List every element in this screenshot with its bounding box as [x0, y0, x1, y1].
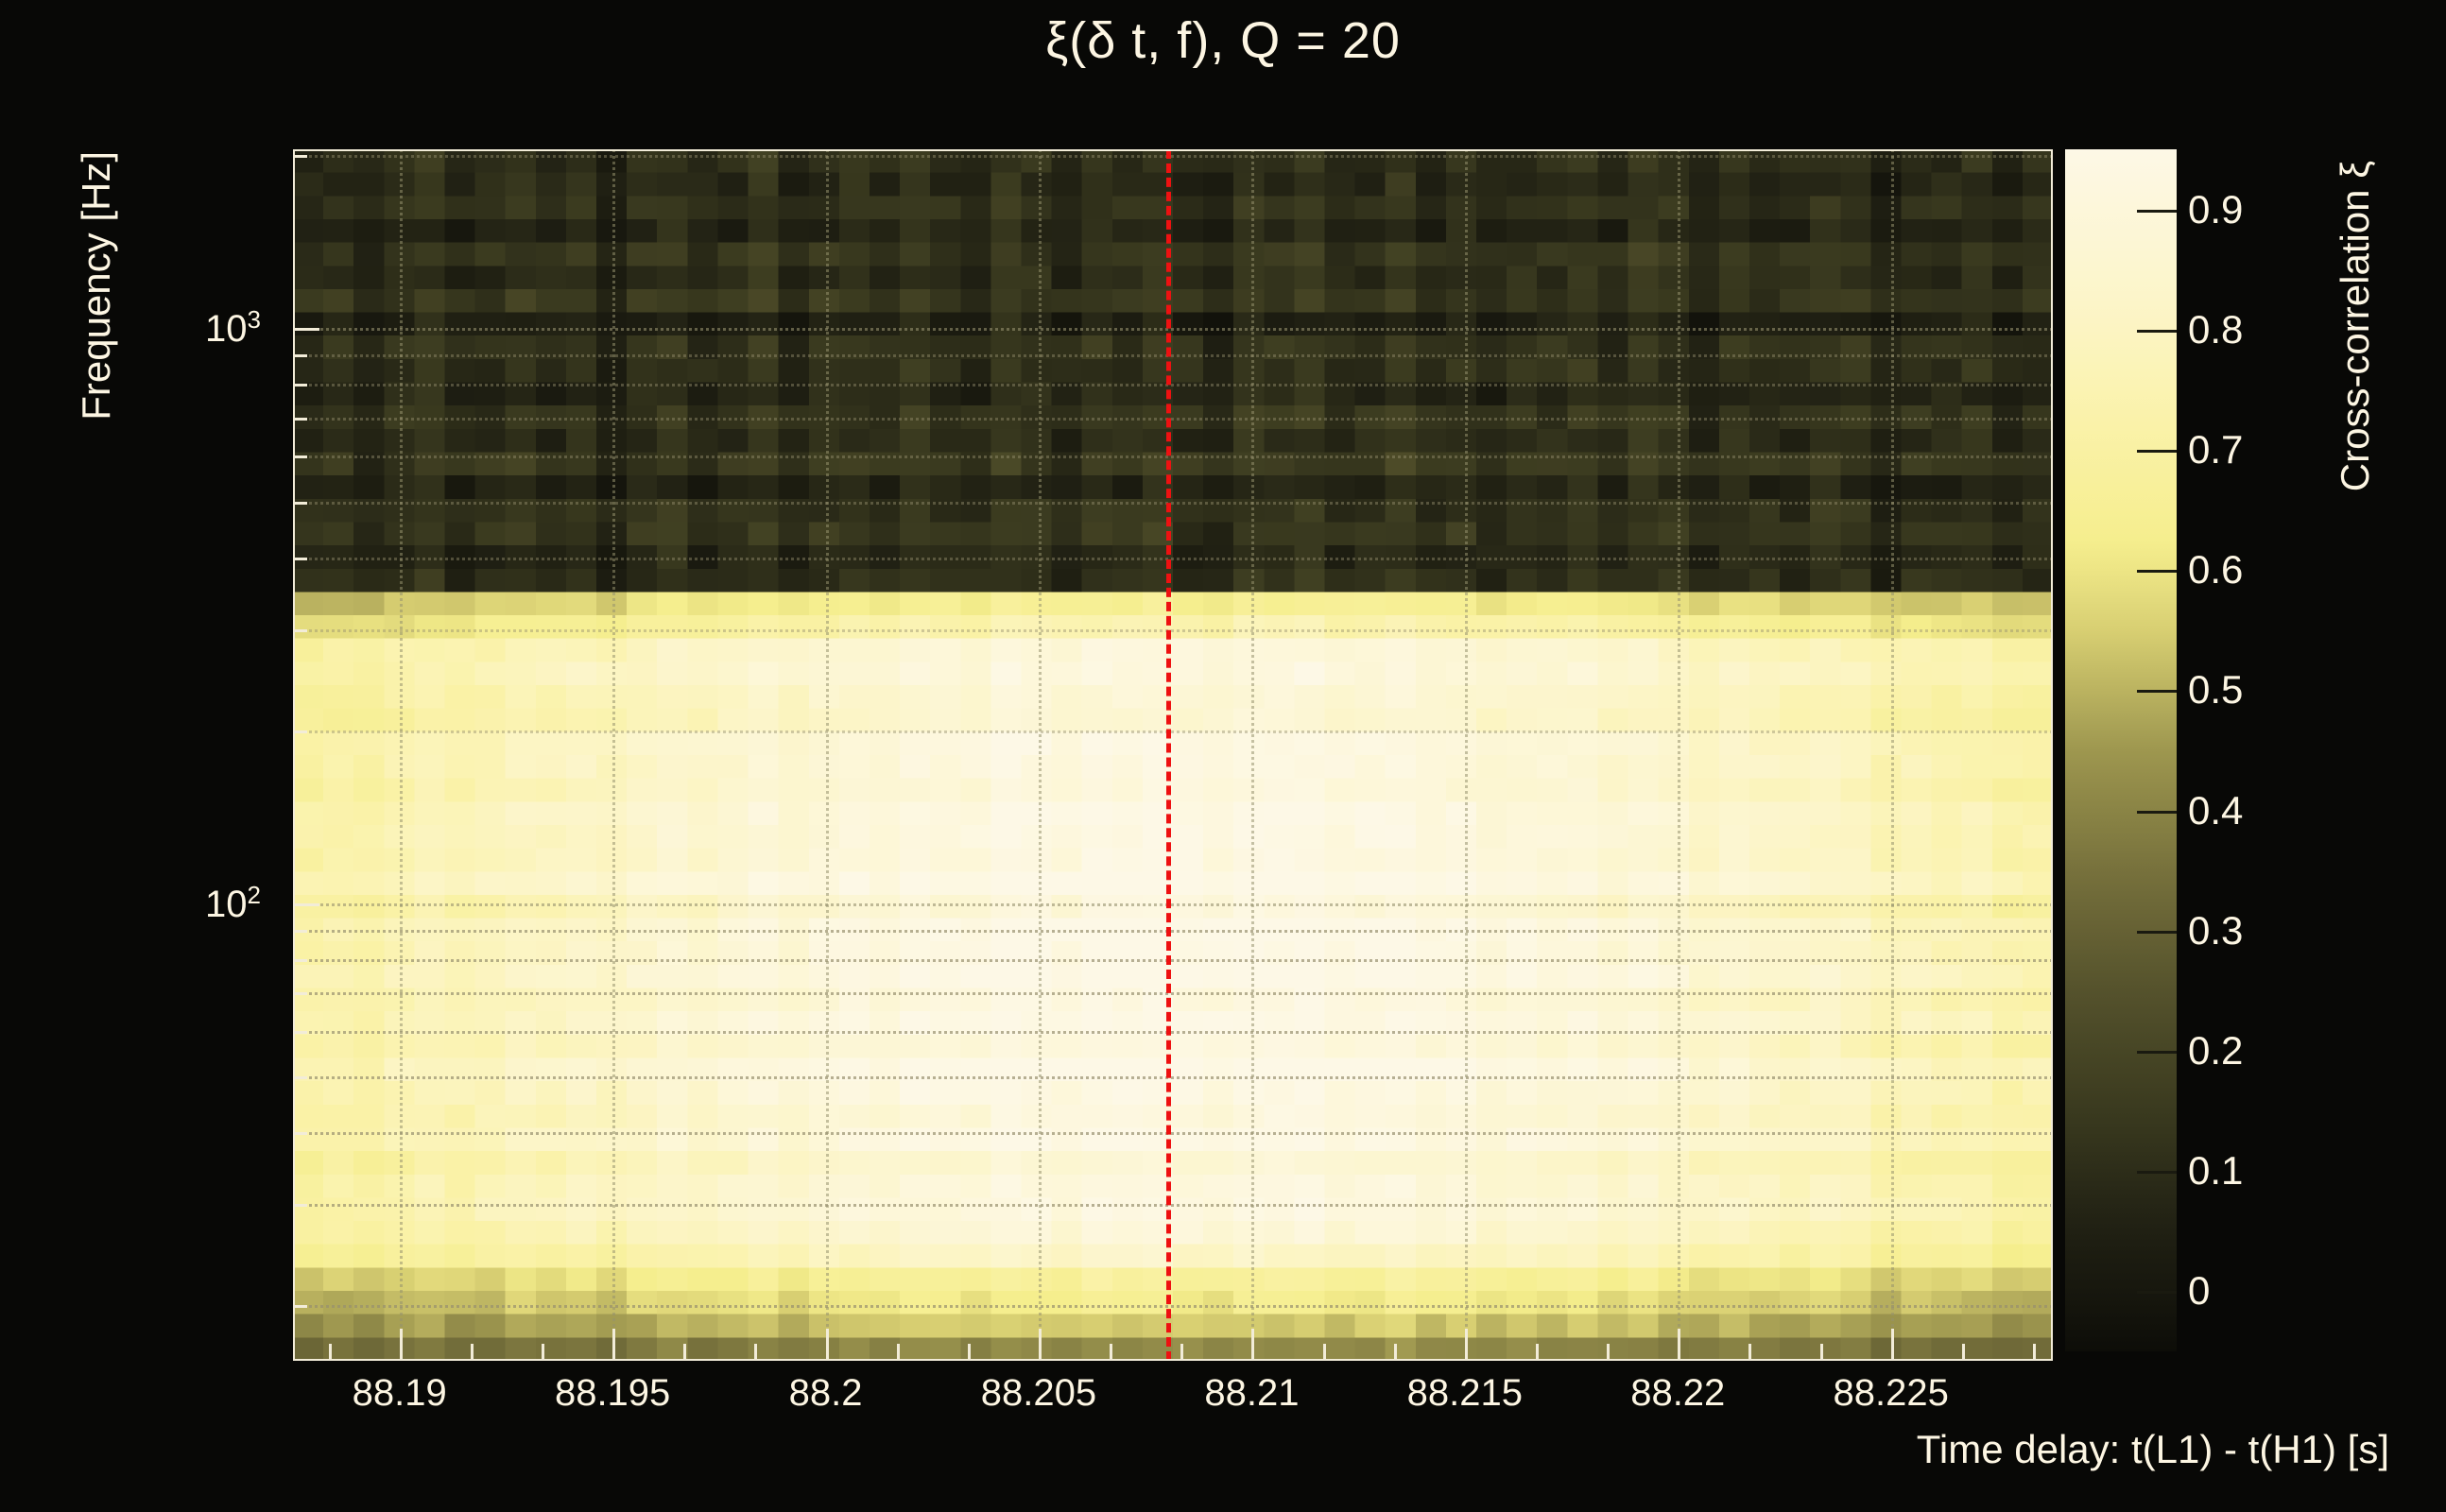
y-axis-minor-tick: [293, 929, 307, 933]
x-axis-tick-label: 88.21: [1204, 1372, 1300, 1414]
y-axis-minor-tick: [293, 354, 307, 358]
x-axis-tick-label: 88.22: [1630, 1372, 1726, 1414]
y-axis-minor-tick: [293, 155, 307, 159]
x-axis-minor-tick: [1322, 1344, 1326, 1361]
x-axis-tick: [399, 1329, 403, 1361]
x-axis-tick: [1251, 1329, 1255, 1361]
colorbar-tick: [2137, 930, 2177, 934]
colorbar-tick: [2137, 209, 2177, 213]
y-axis-minor-tick: [293, 384, 307, 387]
x-axis-minor-tick: [541, 1344, 544, 1361]
x-axis-tick-label: 88.215: [1406, 1372, 1523, 1414]
colorbar-tick-label: 0.4: [2188, 787, 2244, 833]
x-axis-tick-label: 88.19: [352, 1372, 447, 1414]
heatmap-plot-area[interactable]: [293, 149, 2053, 1361]
x-axis-minor-tick: [1535, 1344, 1539, 1361]
y-axis-minor-tick: [293, 992, 307, 996]
colorbar-tick: [2137, 329, 2177, 333]
x-axis-minor-tick: [2032, 1344, 2036, 1361]
x-axis-minor-tick: [683, 1344, 687, 1361]
x-axis-minor-tick: [1180, 1344, 1184, 1361]
y-axis-minor-tick: [293, 1075, 307, 1079]
y-axis-minor-tick: [293, 1305, 307, 1309]
x-axis-tick-label: 88.205: [980, 1372, 1097, 1414]
colorbar-tick: [2137, 1171, 2177, 1175]
colorbar-tick: [2137, 690, 2177, 694]
heatmap-image: [293, 149, 2053, 1361]
x-axis-minor-tick: [470, 1344, 474, 1361]
x-axis-tick: [1890, 1329, 1894, 1361]
x-axis-minor-tick: [967, 1344, 971, 1361]
x-axis-minor-tick: [1961, 1344, 1965, 1361]
expected-time-delay-marker: [1166, 149, 1172, 1361]
x-axis-tick-label: 88.195: [554, 1372, 671, 1414]
x-axis-minor-tick: [754, 1344, 758, 1361]
colorbar-gradient: [2065, 149, 2177, 1351]
x-axis-tick-label: 88.2: [788, 1372, 863, 1414]
colorbar-tick: [2137, 450, 2177, 453]
y-axis-minor-tick: [293, 1131, 307, 1135]
y-axis-minor-tick: [293, 557, 307, 560]
x-axis-minor-tick: [1748, 1344, 1752, 1361]
colorbar-tick-label: 0.8: [2188, 306, 2244, 352]
colorbar-tick-label: 0: [2188, 1268, 2211, 1314]
x-axis-tick: [612, 1329, 616, 1361]
x-axis-tick: [1678, 1329, 1681, 1361]
y-axis-tick: [293, 902, 319, 906]
y-axis-minor-tick: [293, 501, 307, 505]
x-axis-minor-tick: [1819, 1344, 1823, 1361]
colorbar-tick-label: 0.6: [2188, 547, 2244, 593]
figure-title: ξ(δ t, f), Q = 20: [1045, 12, 1401, 69]
colorbar-tick-label: 0.3: [2188, 907, 2244, 953]
x-axis-tick-label: 88.225: [1833, 1372, 1949, 1414]
colorbar-tick-label: 0.9: [2188, 186, 2244, 232]
colorbar-tick-label: 0.2: [2188, 1028, 2244, 1073]
colorbar-tick: [2137, 1051, 2177, 1054]
x-axis-minor-tick: [1110, 1344, 1113, 1361]
colorbar-tick: [2137, 570, 2177, 574]
y-axis-minor-tick: [293, 730, 307, 733]
colorbar-tick: [2137, 810, 2177, 814]
colorbar-tick-label: 0.7: [2188, 427, 2244, 472]
x-axis-minor-tick: [896, 1344, 900, 1361]
y-axis-tick: [293, 328, 319, 332]
y-axis-minor-tick: [293, 1030, 307, 1034]
x-axis-tick: [825, 1329, 829, 1361]
colorbar-tick: [2137, 1291, 2177, 1295]
x-axis-minor-tick: [328, 1344, 332, 1361]
y-axis-minor-tick: [293, 455, 307, 459]
x-axis-minor-tick: [1607, 1344, 1611, 1361]
heatmap-pixels: [293, 149, 2053, 1361]
x-axis-tick: [1464, 1329, 1468, 1361]
colorbar[interactable]: [2065, 149, 2177, 1351]
y-axis-minor-tick: [293, 628, 307, 632]
y-axis-minor-tick: [293, 417, 307, 421]
y-axis-minor-tick: [293, 958, 307, 962]
x-axis-tick: [1038, 1329, 1042, 1361]
y-axis-tick-label: 102: [205, 880, 261, 925]
y-axis-tick-label: 103: [205, 305, 261, 351]
x-axis-minor-tick: [1393, 1344, 1397, 1361]
colorbar-tick-label: 0.1: [2188, 1148, 2244, 1194]
y-axis-title: Frequency [Hz]: [74, 151, 118, 421]
y-axis-minor-tick: [293, 1203, 307, 1207]
colorbar-title: Cross-correlation ξ: [2333, 161, 2377, 492]
x-axis-title: Time delay: t(L1) - t(H1) [s]: [1916, 1427, 2389, 1471]
colorbar-tick-label: 0.5: [2188, 667, 2244, 713]
